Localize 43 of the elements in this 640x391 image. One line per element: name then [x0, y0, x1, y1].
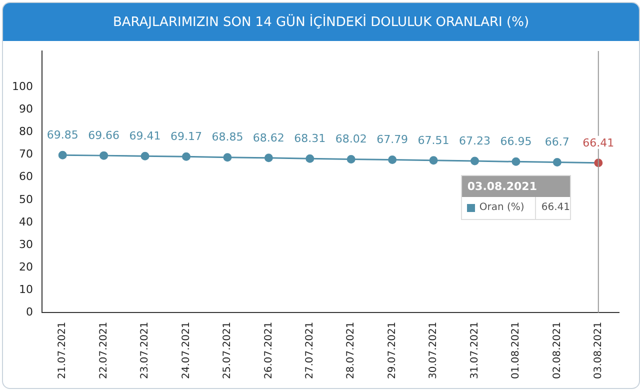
y-tick-label: 0 [26, 306, 33, 319]
tooltip-header: 03.08.2021 [462, 176, 570, 197]
y-tick-label: 100 [12, 80, 33, 93]
data-label: 68.85 [212, 130, 244, 144]
y-tick-label: 20 [18, 260, 33, 274]
data-label: 69.17 [170, 130, 202, 144]
x-tick-label: 21.07.2021 [57, 322, 68, 380]
data-label: 67.23 [459, 134, 490, 148]
y-tick-label: 70 [18, 148, 33, 161]
y-tick-label: 80 [18, 125, 33, 138]
legend-label: Oran (%) [479, 196, 536, 219]
data-label: 68.02 [335, 132, 367, 146]
x-tick-label: 24.07.2021 [180, 322, 192, 380]
data-label: 67.51 [418, 134, 450, 147]
data-label: 66.41 [582, 136, 614, 150]
y-tick-label: 90 [18, 102, 33, 116]
x-tick-label: 01.08.2021 [510, 322, 522, 380]
data-label: 66.7 [544, 136, 570, 149]
x-tick-label: 28.07.2021 [346, 322, 357, 380]
x-tick-label: 30.07.2021 [428, 322, 440, 380]
data-label: 67.79 [376, 133, 408, 146]
x-tick-label: 02.08.2021 [552, 322, 563, 380]
x-tick-label: 23.07.2021 [140, 322, 151, 380]
y-tick-label: 30 [18, 238, 33, 251]
y-tick-label: 40 [18, 215, 33, 228]
x-tick-label: 29.07.2021 [386, 322, 398, 380]
data-label: 69.41 [129, 129, 161, 142]
y-tick-label: 60 [18, 170, 33, 184]
data-label: 68.62 [252, 131, 284, 144]
x-tick-label: 22.07.2021 [98, 322, 110, 380]
data-label: 69.85 [46, 128, 78, 142]
data-label: 69.66 [88, 128, 120, 142]
y-tick-label: 10 [18, 283, 33, 296]
x-tick-label: 03.08.2021 [592, 322, 604, 380]
chart-title: BARAJLARIMIZIN SON 14 GÜN İÇİNDEKİ DOLULUK ORANLARI (%) [3, 3, 639, 41]
annotation: 66.41 [540, 202, 570, 214]
x-tick-label: 26.07.2021 [263, 322, 274, 380]
x-tick-label: 27.07.2021 [304, 322, 316, 380]
x-tick-label: 31.07.2021 [469, 322, 480, 380]
y-tick-label: 50 [18, 192, 33, 206]
data-label: 68.31 [294, 132, 326, 145]
x-tick-label: 25.07.2021 [222, 322, 234, 380]
data-label: 66.95 [500, 135, 532, 148]
